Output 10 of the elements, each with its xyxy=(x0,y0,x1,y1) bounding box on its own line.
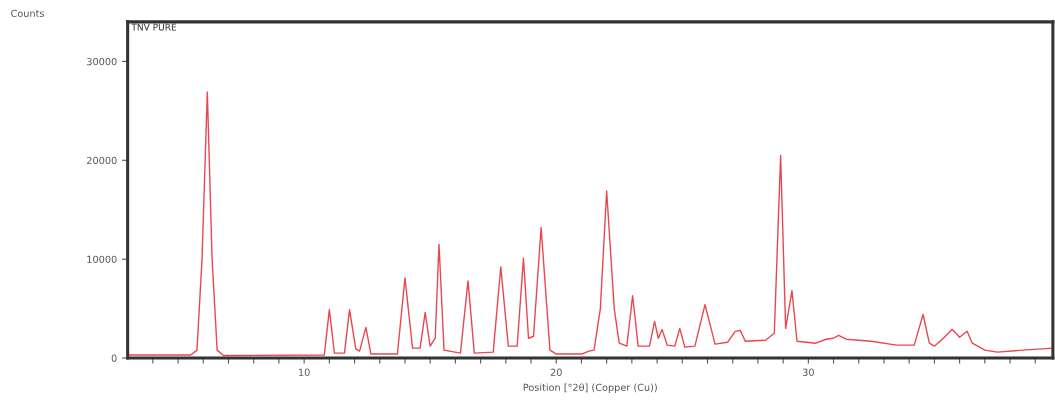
y-tick-label: 30000 xyxy=(87,57,117,66)
y-tick-label: 10000 xyxy=(87,255,117,263)
y-tick-label: 0 xyxy=(111,354,117,362)
annotation: TNV PURE xyxy=(131,23,177,31)
y-tick-label: 20000 xyxy=(87,156,117,165)
y-axis-title: Counts xyxy=(11,9,45,17)
x-axis-title: Position [°2θ] (Copper (Cu)) xyxy=(523,383,657,393)
x-tick-label: 20 xyxy=(550,368,562,376)
x-tick-label: 30 xyxy=(802,368,814,376)
x-tick-label: 10 xyxy=(299,368,310,376)
